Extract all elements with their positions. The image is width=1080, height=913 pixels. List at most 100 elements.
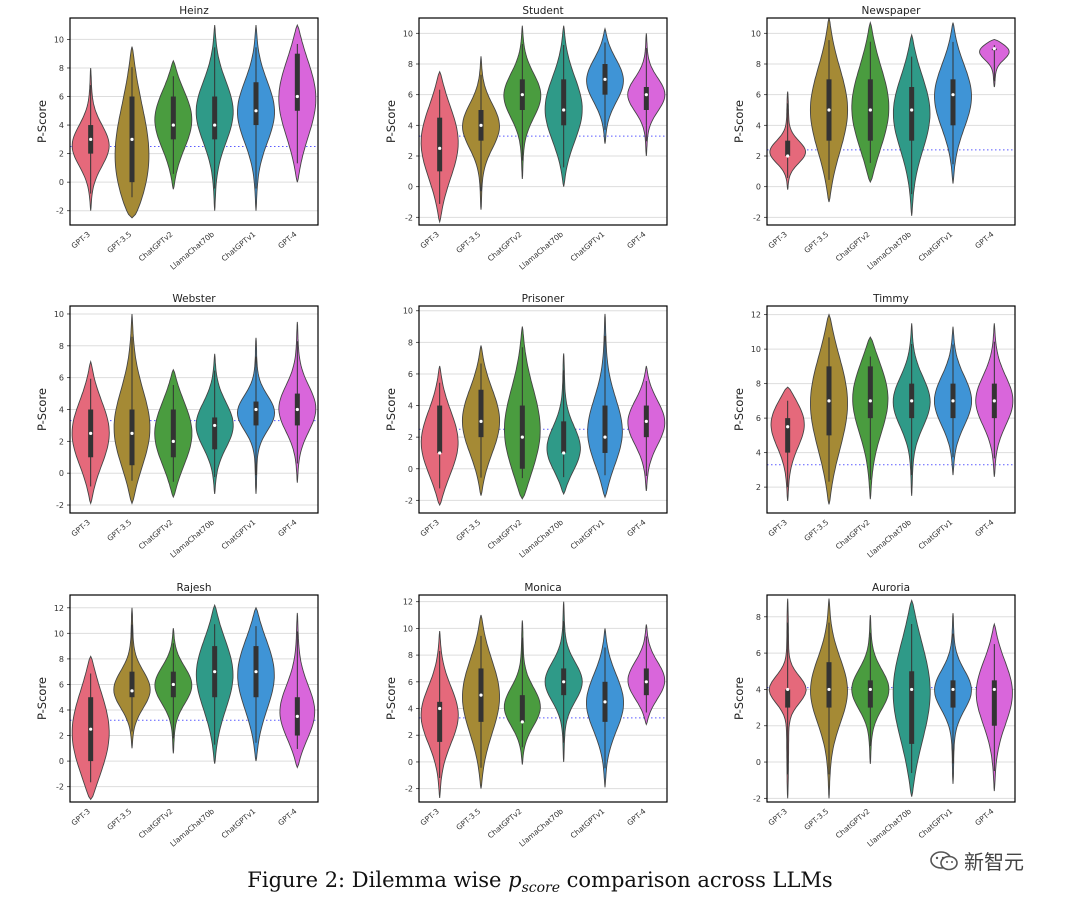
x-tick-label: GPT-3 xyxy=(70,806,93,827)
y-tick-label: -2 xyxy=(753,794,761,803)
y-tick-label: 8 xyxy=(408,338,413,347)
figure-caption: Figure 2: Dilemma wise pscore comparison… xyxy=(0,868,1080,896)
y-tick-label: 6 xyxy=(756,91,761,100)
iqr-box-chatgptv2 xyxy=(867,366,873,419)
y-axis-label: P-Score xyxy=(732,388,746,431)
panel-heinz: -2 0 2 4 6 8 10 GPT-3 GPT-3.5 ChatGPTv2LlamaChat7… xyxy=(35,5,319,272)
x-tick-label: GPT-3 xyxy=(419,517,442,538)
caption-subscript: score xyxy=(521,880,560,897)
median-gpt-3 xyxy=(89,727,93,731)
panel-title: Heinz xyxy=(179,5,209,17)
y-tick-label: 4 xyxy=(756,121,761,130)
y-tick-label: 2 xyxy=(756,722,761,731)
x-tick-label: GPT-3 xyxy=(419,806,442,827)
y-tick-label: -2 xyxy=(56,783,64,792)
y-tick-label: 10 xyxy=(54,629,64,638)
y-tick-label: -2 xyxy=(405,496,413,505)
x-tick-label: ChatGPTv1 xyxy=(917,229,955,263)
median-chatgptv2 xyxy=(171,439,175,443)
plot-area xyxy=(767,306,1015,513)
median-gpt-3 xyxy=(89,431,93,435)
iqr-box-llamachat70b xyxy=(212,417,218,450)
y-tick-label: 2 xyxy=(59,732,64,741)
y-tick-label: 6 xyxy=(756,414,761,423)
median-gpt-4 xyxy=(644,93,648,97)
y-tick-label: -2 xyxy=(405,213,413,222)
iqr-box-chatgptv1 xyxy=(950,680,956,708)
x-tick-label: ChatGPTv2 xyxy=(834,517,872,551)
y-tick-label: 2 xyxy=(408,152,413,161)
caption-prefix: Figure 2: Dilemma wise xyxy=(247,868,509,892)
x-tick-label: LlamaChat70b xyxy=(865,229,913,271)
y-tick-label: 12 xyxy=(751,311,761,320)
y-tick-label: 10 xyxy=(403,307,413,316)
iqr-box-llamachat70b xyxy=(561,79,567,126)
y-tick-label: 0 xyxy=(59,178,64,187)
x-tick-label: GPT-3 xyxy=(767,806,790,827)
x-tick-label: ChatGPTv2 xyxy=(137,517,175,551)
x-tick-label: GPT-3.5 xyxy=(454,229,482,255)
x-tick-label: LlamaChat70b xyxy=(168,229,216,271)
y-tick-label: 6 xyxy=(59,93,64,102)
y-tick-label: -2 xyxy=(405,785,413,794)
x-tick-label: GPT-3.5 xyxy=(454,517,482,543)
median-chatgptv1 xyxy=(603,435,607,439)
plot-frame xyxy=(69,305,319,514)
x-tick-label: LlamaChat70b xyxy=(865,517,913,559)
median-chatgptv1 xyxy=(603,77,607,81)
x-tick-label: LlamaChat70b xyxy=(168,517,216,559)
x-tick-label: GPT-4 xyxy=(973,517,996,538)
plot-area xyxy=(70,595,318,802)
plot-frame xyxy=(69,17,319,226)
y-tick-label: 0 xyxy=(408,465,413,474)
median-gpt-4 xyxy=(295,407,299,412)
y-axis-label: P-Score xyxy=(732,677,746,720)
iqr-box-gpt-3 xyxy=(437,117,443,172)
panel-title: Auroria xyxy=(872,582,910,594)
median-gpt-3 xyxy=(786,687,790,692)
plot-area xyxy=(419,595,667,802)
x-tick-label: ChatGPTv2 xyxy=(137,229,175,263)
y-axis-label: P-Score xyxy=(384,388,398,431)
x-tick-label: GPT-3.5 xyxy=(454,806,482,832)
y-axis-label: P-Score xyxy=(35,388,49,431)
y-tick-label: 8 xyxy=(408,60,413,69)
y-tick-label: 8 xyxy=(59,342,64,351)
iqr-box-chatgptv1 xyxy=(253,401,259,426)
median-gpt-4 xyxy=(295,714,299,718)
y-tick-label: 10 xyxy=(54,310,64,319)
median-chatgptv1 xyxy=(254,109,258,113)
y-axis-label: P-Score xyxy=(732,100,746,143)
panel-student: -2 0 2 4 6 8 10 GPT-3 GPT-3.5 ChatGPTv2LlamaChat7… xyxy=(384,5,668,272)
y-tick-label: 4 xyxy=(408,402,413,411)
y-tick-label: 2 xyxy=(408,731,413,740)
x-tick-label: LlamaChat70b xyxy=(517,229,565,271)
x-tick-label: ChatGPTv2 xyxy=(834,806,872,840)
x-tick-label: GPT-4 xyxy=(276,806,299,827)
y-tick-label: 4 xyxy=(408,705,413,714)
x-tick-label: LlamaChat70b xyxy=(517,517,565,559)
panel-title: Student xyxy=(522,5,563,17)
median-gpt-3-5 xyxy=(479,693,483,697)
median-llamachat70b xyxy=(910,108,914,112)
plot-frame xyxy=(69,594,319,803)
y-tick-label: 4 xyxy=(408,121,413,130)
y-tick-label: 6 xyxy=(408,91,413,100)
median-chatgptv1 xyxy=(254,407,258,412)
panel-title: Prisoner xyxy=(522,293,565,305)
y-tick-label: 0 xyxy=(756,183,761,192)
plot-area xyxy=(419,18,667,225)
iqr-box-llamachat70b xyxy=(212,96,218,140)
iqr-box-chatgptv1 xyxy=(602,405,608,453)
median-gpt-3 xyxy=(438,706,442,711)
median-gpt-3 xyxy=(786,425,790,429)
iqr-box-gpt-3-5 xyxy=(129,409,135,466)
x-tick-label: LlamaChat70b xyxy=(517,806,565,848)
median-llamachat70b xyxy=(562,451,566,455)
panel-monica: -2 0 2 4 6 8 10 12 GPT-3 GPT-3.5 ChatGPTv2LlamaCha… xyxy=(384,582,668,849)
panel-newspaper: -2 0 2 4 6 8 10 GPT-3 GPT-3.5 ChatGPTv2LlamaChat7… xyxy=(732,5,1016,272)
iqr-box-chatgptv2 xyxy=(170,96,176,140)
plot-area xyxy=(70,18,318,225)
median-gpt-3 xyxy=(786,154,790,158)
median-chatgptv2 xyxy=(868,399,872,403)
